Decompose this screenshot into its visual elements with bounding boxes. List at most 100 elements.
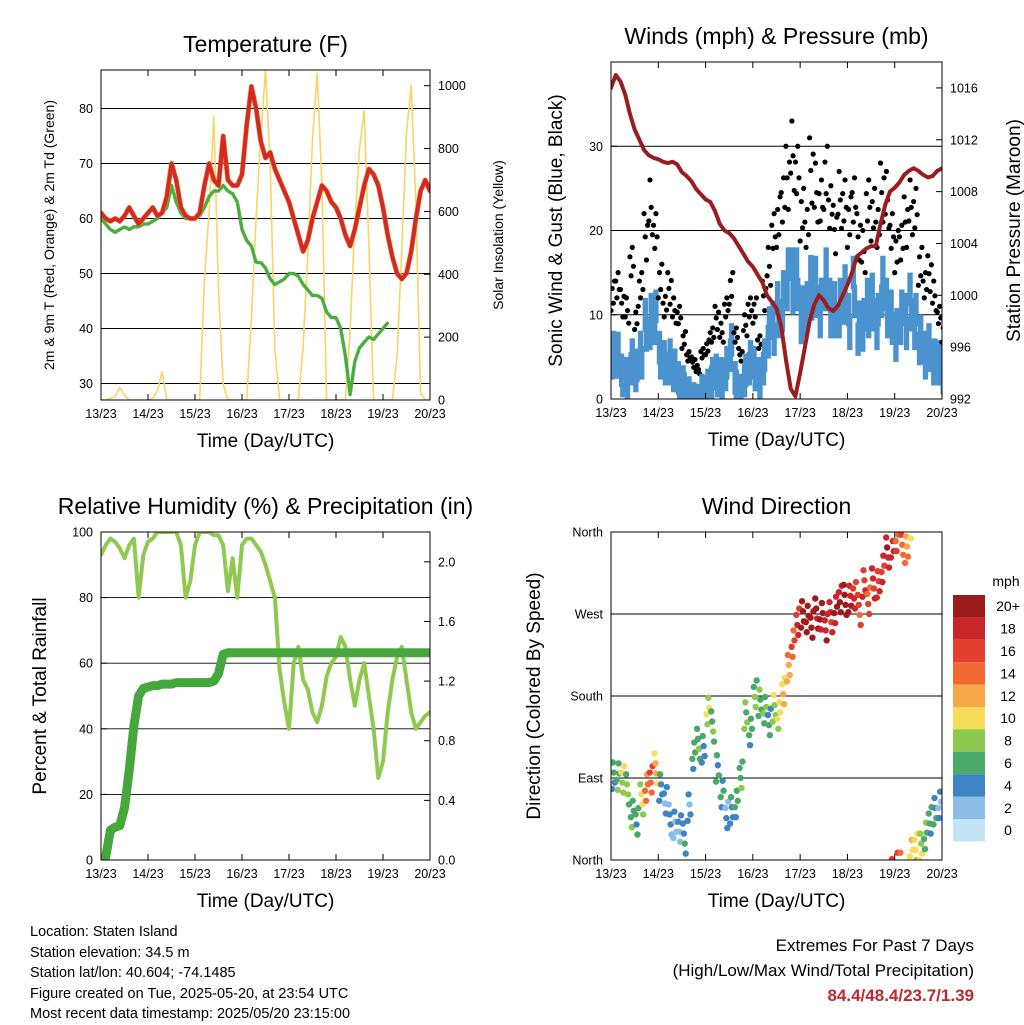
gust-point (721, 301, 728, 307)
gust-point (762, 307, 768, 314)
gust-point (938, 315, 942, 321)
rh-title: Relative Humidity (%) & Precipitation (i… (58, 493, 473, 519)
rh-ytick-label: 80 (79, 591, 93, 605)
wdir-ytick-label: North (572, 854, 603, 868)
gust-point (675, 321, 681, 327)
gust-point (649, 232, 655, 238)
wdir-point (727, 793, 735, 801)
temp-y2tick-label: 0 (438, 394, 445, 408)
gust-point (647, 177, 653, 183)
wdir-point (883, 544, 891, 551)
gust-point (836, 168, 842, 175)
wdir-ytick-label: East (578, 772, 604, 786)
gust-point (775, 206, 781, 213)
gust-point (877, 160, 884, 166)
wdir-point (885, 564, 893, 571)
gust-point (786, 159, 793, 165)
wdir-point (698, 759, 705, 766)
wdir-point (745, 731, 753, 739)
wdir-point (670, 834, 677, 842)
rh-ytick-label: 0 (86, 854, 93, 868)
gust-point (695, 366, 702, 373)
gust-point (769, 222, 775, 228)
wdir-point (652, 760, 659, 767)
temp-xtick-label: 20/23 (414, 407, 445, 421)
wdir-point (734, 797, 741, 804)
rh-frame (100, 531, 431, 861)
winds-y2tick-label: 1000 (950, 289, 978, 303)
gust-point (692, 356, 698, 363)
wdir-point (704, 721, 711, 728)
wdir-point (733, 787, 740, 794)
gust-point (660, 300, 666, 306)
wdir-point (690, 765, 697, 773)
wdir-point (715, 772, 723, 779)
gust-point (688, 354, 694, 360)
wdir-point (750, 683, 758, 691)
gust-point (736, 345, 742, 352)
wdir-point (879, 578, 886, 586)
gust-point (854, 211, 860, 217)
wdir-point (701, 752, 708, 760)
location-text: Location: Staten Island (30, 924, 178, 940)
gust-point (916, 254, 923, 260)
wdir-frame (610, 531, 943, 861)
gust-point (864, 218, 871, 224)
winds-ytick-label: 0 (596, 393, 603, 407)
gust-point (641, 211, 647, 217)
gust-point (889, 211, 895, 217)
wdir-point (663, 783, 670, 791)
temp-y2tick-label: 400 (438, 268, 459, 282)
wdir-point (775, 725, 782, 732)
gust-point (708, 339, 715, 345)
temp-ytick-label: 60 (79, 212, 93, 226)
gust-point (749, 307, 755, 314)
wdir-point (642, 797, 650, 804)
gust-point (622, 314, 628, 320)
wdir-point (689, 755, 696, 763)
rh-ytick-label: 100 (72, 526, 93, 540)
winds-xtick-label: 18/23 (832, 406, 863, 420)
wdir-point (887, 554, 895, 561)
wdir-point (714, 762, 722, 769)
wdir-point (624, 791, 632, 798)
gust-point (887, 222, 893, 228)
wdir-point (927, 830, 934, 837)
legend-swatch (953, 729, 985, 752)
wdir-point (860, 567, 867, 574)
legend-title: mph (992, 573, 1019, 589)
gust-point (632, 326, 638, 333)
gust-point (626, 320, 632, 326)
wdir-ytick-label: North (572, 526, 603, 540)
gust-point (911, 198, 917, 205)
wdir-point (656, 797, 663, 804)
legend-label: 2 (1004, 800, 1012, 816)
wdir-point (611, 785, 616, 793)
rh-xtick-label: 20/23 (414, 867, 445, 881)
gust-point (623, 295, 629, 301)
gust-point (714, 326, 720, 333)
wdir-point (829, 629, 836, 636)
temp-xtick-label: 13/23 (85, 407, 116, 421)
wdir-point (725, 798, 732, 805)
wdir-point (912, 846, 919, 854)
gust-point (793, 191, 800, 197)
wdir-point (822, 627, 829, 634)
elevation-text: Station elevation: 34.5 m (30, 944, 190, 961)
gust-point (731, 330, 737, 336)
temp-2m-series (101, 84, 430, 281)
wdir-point (865, 610, 873, 618)
wdir-point (613, 776, 620, 784)
dewpoint-series (101, 183, 390, 397)
legend-swatch (953, 796, 985, 819)
gust-point (863, 191, 869, 197)
legend-label: 20+ (996, 598, 1020, 614)
rh-ytick-label: 20 (79, 788, 93, 802)
wdir-point (817, 626, 825, 633)
gust-point (828, 183, 834, 189)
gust-point (789, 118, 795, 124)
wdir-point (897, 849, 904, 856)
gust-point (642, 234, 648, 240)
wdir-point (739, 758, 746, 765)
gust-point (821, 206, 827, 213)
